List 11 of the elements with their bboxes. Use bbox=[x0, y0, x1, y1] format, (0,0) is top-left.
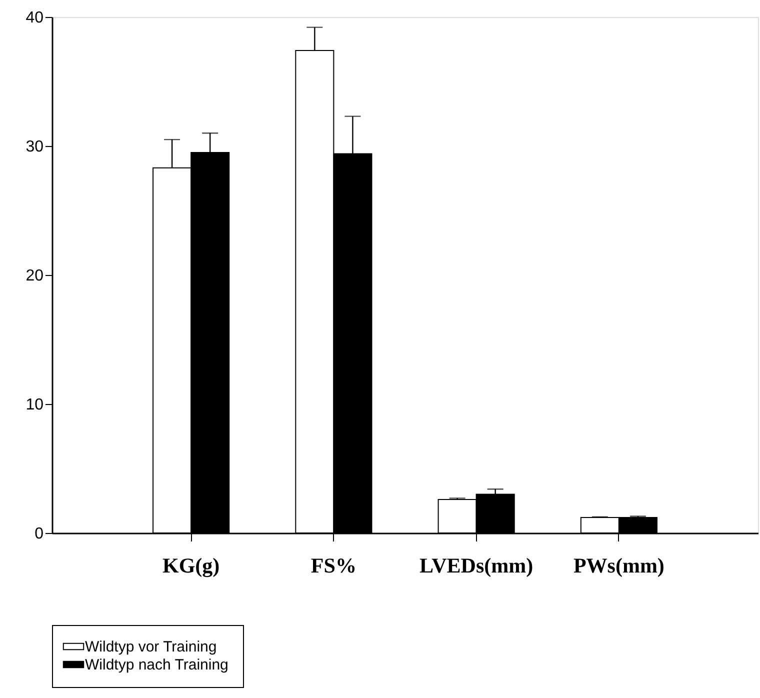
legend-label: Wildtyp vor Training bbox=[85, 638, 217, 656]
y-tick-label: 10 bbox=[26, 396, 44, 414]
legend-label: Wildtyp nach Training bbox=[85, 656, 228, 674]
x-tick-label: FS% bbox=[310, 554, 356, 578]
x-tick-label: LVEDs(mm) bbox=[420, 554, 534, 578]
x-tick-label: PWs(mm) bbox=[573, 554, 664, 578]
y-tick-label: 30 bbox=[26, 138, 44, 156]
y-tick-label: 20 bbox=[26, 268, 44, 284]
x-tick-label: KG(g) bbox=[162, 554, 220, 578]
y-tick-label: 40 bbox=[26, 10, 44, 26]
y-tick-label: 0 bbox=[34, 526, 44, 542]
